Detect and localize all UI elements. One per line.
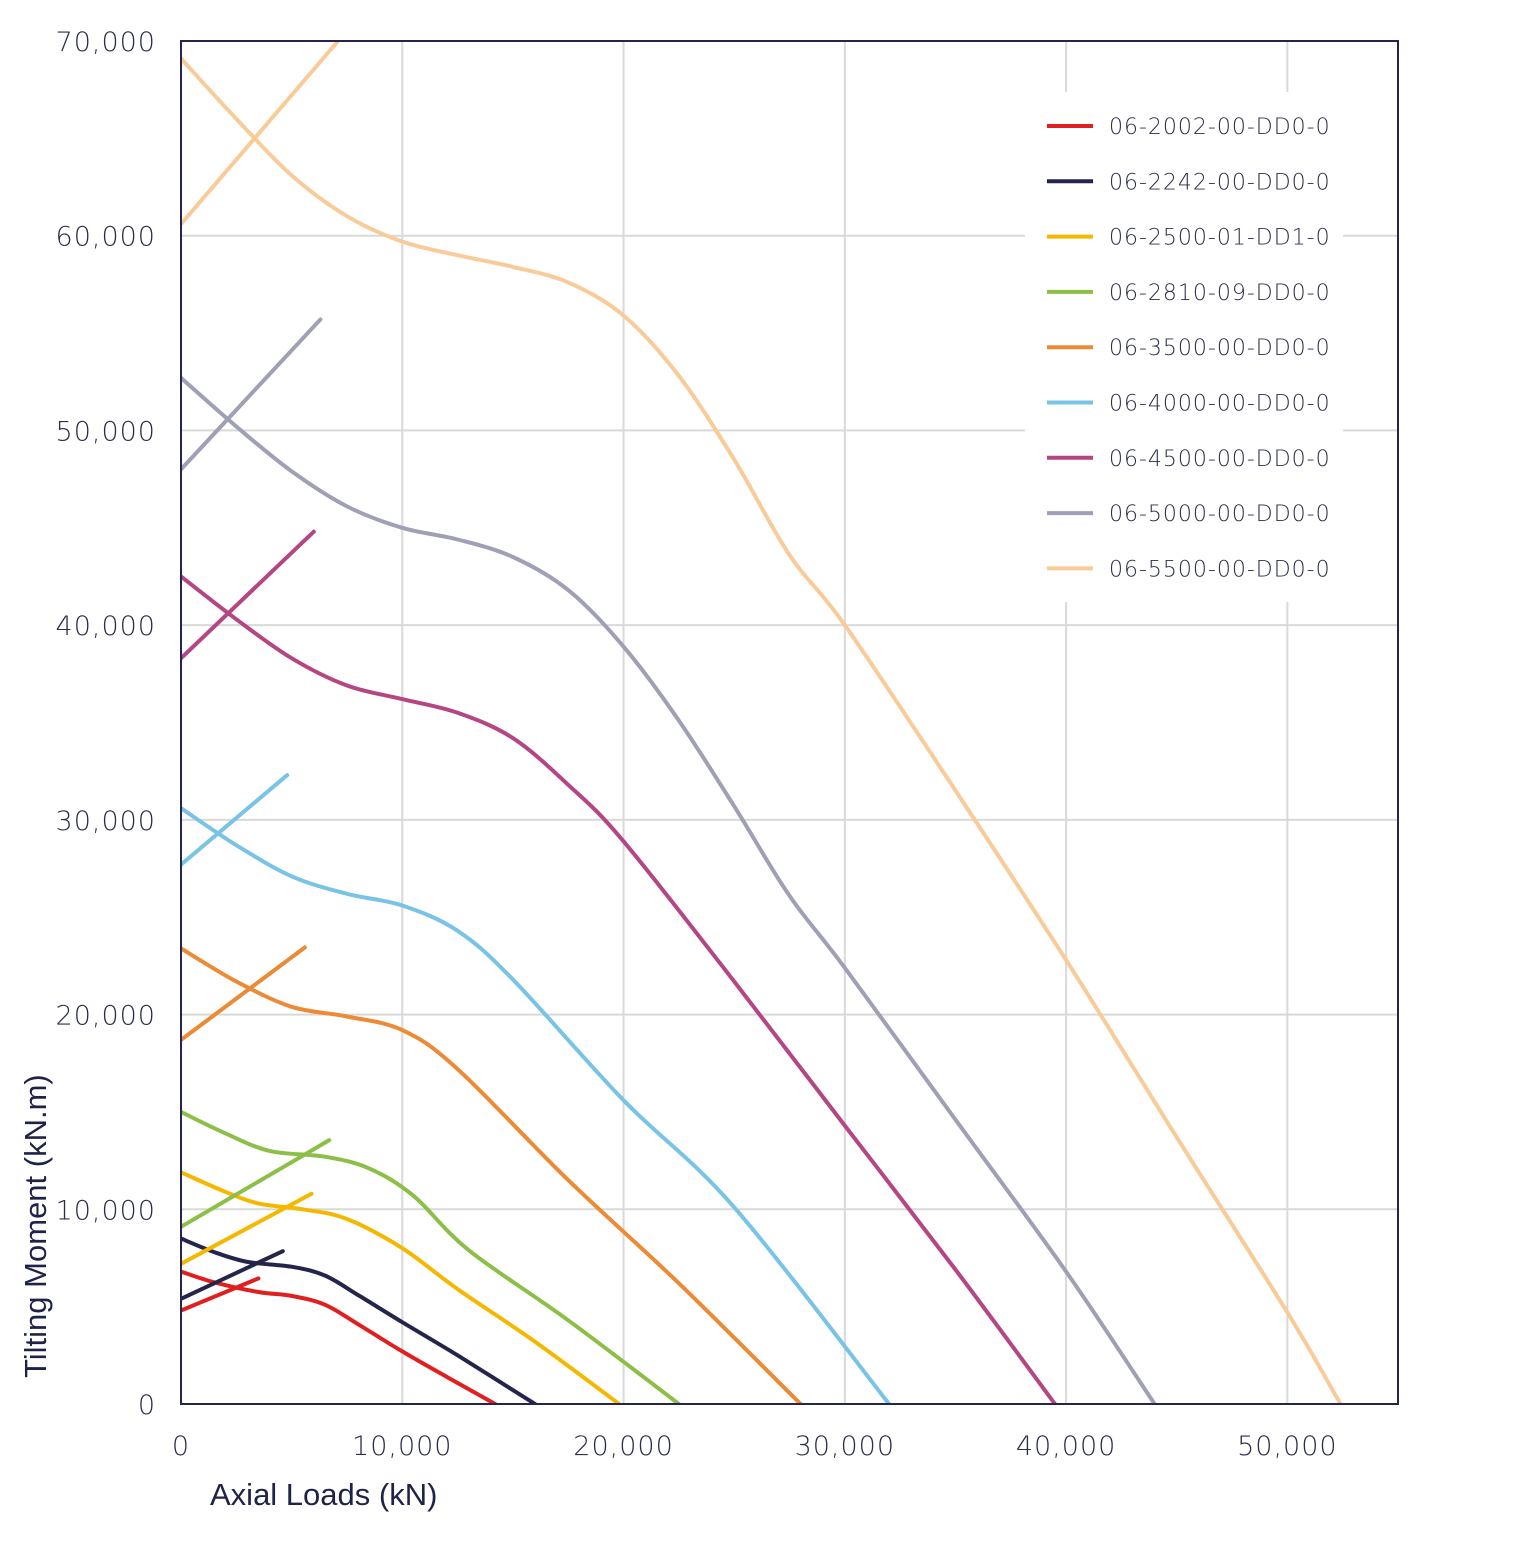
y-axis-title: Tilting Moment (kN.m) (18, 1074, 53, 1378)
legend-label: 06-2810-09-DD0-0 (1109, 281, 1331, 306)
series-curve-9 (181, 56, 1343, 1404)
series-curve-4 (181, 1109, 681, 1404)
series-line-3 (181, 1191, 314, 1266)
x-tick-label: 50,000 (1237, 1431, 1337, 1462)
plot-frame (180, 40, 1399, 1405)
legend-label: 06-5500-00-DD0-0 (1109, 557, 1331, 582)
legend-label: 06-4000-00-DD0-0 (1109, 392, 1331, 417)
legend-label: 06-4500-00-DD0-0 (1109, 447, 1331, 472)
y-tick-label: 40,000 (56, 611, 156, 642)
y-tick-label: 10,000 (56, 1195, 156, 1226)
legend: 06-2002-00-DD0-0 06-2242-00-DD0-0 06-2500-… (1025, 92, 1343, 602)
series-curve-3 (181, 1170, 622, 1404)
y-tick-label: 30,000 (56, 806, 156, 837)
legend-label: 06-3500-00-DD0-0 (1109, 336, 1331, 361)
x-tick-label: 30,000 (795, 1431, 895, 1462)
y-tick-label: 50,000 (56, 416, 156, 447)
series-curve-5 (181, 946, 803, 1404)
legend-label: 06-2242-00-DD0-0 (1109, 170, 1331, 195)
series-curve-7 (181, 574, 1057, 1404)
legend-label: 06-5000-00-DD0-0 (1109, 502, 1331, 527)
y-tick-label: 0 (138, 1390, 156, 1421)
y-tick-label: 20,000 (56, 1001, 156, 1032)
series-line-5 (181, 945, 307, 1042)
series-line-4 (181, 1138, 332, 1229)
x-tick-label: 20,000 (573, 1431, 673, 1462)
series-curve-1 (181, 1269, 498, 1404)
series-line-2 (181, 1249, 285, 1301)
series-curve-6 (181, 806, 892, 1404)
x-tick-labels: 0 10,000 20,000 30,000 40,000 50,000 (172, 1431, 1337, 1462)
series-line-8 (181, 317, 323, 472)
legend-label: 06-2002-00-DD0-0 (1109, 115, 1331, 140)
x-tick-label: 0 (172, 1431, 190, 1462)
x-tick-label: 40,000 (1016, 1431, 1116, 1462)
series-curve-8 (181, 375, 1157, 1404)
x-tick-label: 10,000 (352, 1431, 452, 1462)
legend-label: 06-2500-01-DD1-0 (1109, 226, 1331, 251)
series-curve-2 (181, 1236, 537, 1404)
y-tick-labels: 0 10,000 20,000 30,000 40,000 50,000 60,000 70,… (56, 27, 156, 1421)
series-line-1 (181, 1276, 261, 1313)
series-line-6 (181, 773, 290, 867)
x-axis-title: Axial Loads (kN) (210, 1477, 437, 1512)
y-tick-label: 70,000 (56, 27, 156, 58)
series-line-9 (181, 41, 341, 227)
y-tick-label: 60,000 (56, 222, 156, 253)
series-line-7 (181, 529, 316, 661)
series-lines (181, 41, 1343, 1404)
